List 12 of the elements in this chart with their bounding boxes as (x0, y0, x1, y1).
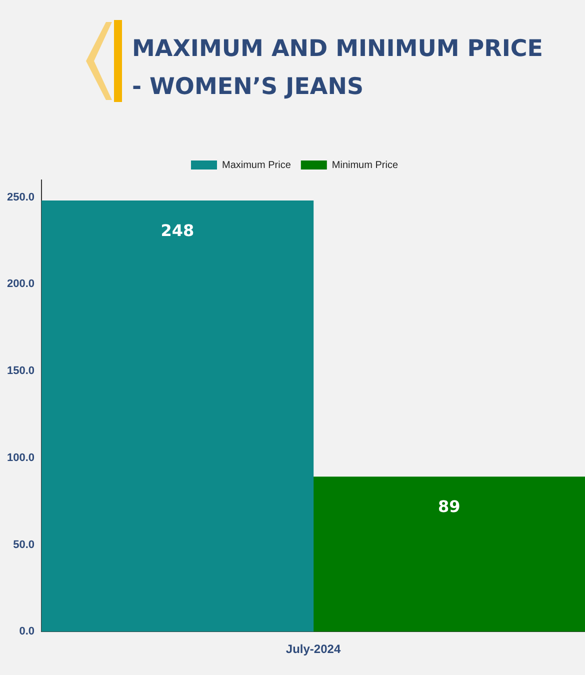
legend-label: Maximum Price (222, 160, 292, 171)
data-label: 248 (160, 221, 194, 240)
data-label: 89 (438, 497, 460, 516)
chart-title: MAXIMUM AND MINIMUM PRICE - WOMEN’S JEANS (132, 35, 544, 102)
y-tick-label: 50.0 (13, 538, 35, 551)
y-tick-label: 250.0 (6, 191, 35, 204)
legend-label: Minimum Price (332, 160, 398, 171)
y-tick-label: 0.0 (19, 626, 35, 638)
y-tick-label: 150.0 (6, 365, 35, 378)
y-tick-label: 100.0 (6, 452, 35, 464)
x-tick-label: July-2024 (286, 642, 341, 656)
y-tick-label: 200.0 (6, 278, 35, 290)
